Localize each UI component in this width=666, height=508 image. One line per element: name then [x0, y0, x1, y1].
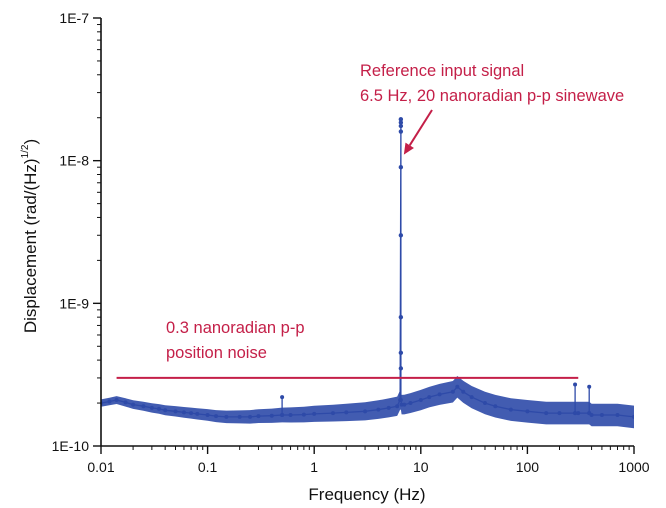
axes: 0.01 0.1 1 10 100 1000 1E-10 1E-9 1E-8 1E-7	[52, 10, 650, 475]
series-point	[280, 412, 285, 417]
y-tick-label: 1E-7	[59, 10, 89, 26]
series-point	[450, 389, 455, 394]
peak-point	[398, 366, 404, 371]
series-point	[376, 407, 381, 412]
series-point	[469, 395, 474, 400]
series-point	[237, 414, 242, 419]
y-axis-label-main: Displacement (rad/(Hz)	[21, 158, 40, 333]
series-point	[114, 398, 119, 403]
series-point	[576, 411, 581, 416]
series-point	[455, 384, 460, 389]
series-point	[123, 400, 128, 405]
series-point	[615, 412, 620, 417]
series-points	[101, 117, 634, 419]
series-point	[214, 414, 219, 419]
series-point	[363, 409, 368, 414]
data-layer	[101, 117, 634, 429]
series-point	[330, 411, 335, 416]
x-ticks: 0.01 0.1 1 10 100 1000	[87, 446, 650, 475]
peak-point	[398, 350, 404, 356]
series-point	[599, 412, 604, 417]
series-point	[632, 414, 634, 419]
series-point	[386, 405, 391, 410]
series-point	[573, 411, 578, 416]
annotations: 0.3 nanoradian p-p position noise Refere…	[166, 62, 624, 362]
series-point	[189, 411, 194, 416]
series-point	[493, 404, 498, 409]
reference-signal-annotation: Reference input signal 6.5 Hz, 20 nanora…	[360, 62, 624, 105]
peak-point	[398, 120, 404, 125]
x-tick-label: 100	[516, 459, 540, 475]
series-point	[587, 384, 592, 389]
series-line	[101, 119, 634, 418]
y-ticks: 1E-10 1E-9 1E-8 1E-7	[52, 10, 101, 454]
x-tick-label: 10	[413, 459, 429, 475]
series-point	[131, 402, 136, 407]
series-point	[408, 401, 413, 406]
reference-arrow-shaft	[408, 109, 433, 146]
series-point	[402, 402, 407, 407]
series-point	[573, 382, 578, 387]
y-axis-label: Displacement (rad/(Hz)1/2)	[20, 139, 40, 333]
y-tick-label: 1E-9	[59, 295, 89, 311]
peak-point	[398, 123, 404, 129]
noise-band	[101, 373, 634, 429]
y-tick-label: 1E-10	[52, 438, 90, 454]
series-point	[344, 410, 349, 415]
series-point	[461, 389, 466, 394]
series-point	[312, 411, 317, 416]
series-point	[195, 411, 200, 416]
series-point	[163, 408, 168, 413]
x-tick-label: 0.01	[87, 459, 114, 475]
series-point	[248, 414, 253, 419]
y-axis-label-superscript: 1/2	[20, 144, 31, 158]
series-point	[301, 412, 306, 417]
series-point	[427, 395, 432, 400]
series-point	[181, 410, 186, 415]
series-point	[280, 395, 285, 400]
series-point	[288, 412, 293, 417]
x-tick-label: 1000	[618, 459, 649, 475]
peak-point	[398, 117, 404, 122]
reference-annotation-line-1: Reference input signal	[360, 62, 524, 80]
series-point	[544, 411, 549, 416]
noise-annotation: 0.3 nanoradian p-p position noise	[166, 319, 309, 362]
peak-point	[398, 233, 404, 238]
series-point	[269, 413, 274, 418]
series-point	[395, 404, 400, 409]
series-point	[149, 405, 154, 410]
noise-annotation-line-1: 0.3 nanoradian p-p	[166, 319, 305, 337]
x-tick-label: 0.1	[198, 459, 218, 475]
peak-point	[398, 164, 404, 170]
series-point	[398, 398, 403, 403]
series-point	[173, 409, 178, 414]
peak-points	[398, 117, 404, 371]
series-point	[482, 401, 487, 406]
series-point	[205, 412, 210, 417]
peak-point	[398, 129, 404, 134]
reference-arrow-head	[403, 142, 414, 155]
series-point	[256, 414, 261, 419]
series-point	[589, 412, 594, 417]
series-point	[141, 404, 146, 409]
noise-annotation-line-2: position noise	[166, 344, 267, 362]
reference-annotation-line-2: 6.5 Hz, 20 nanoradian p-p sinewave	[360, 87, 624, 105]
series-point	[557, 411, 562, 416]
series-point	[437, 392, 442, 397]
series-point	[418, 398, 423, 403]
series-point	[525, 409, 530, 414]
series-point	[107, 399, 112, 404]
y-axis-label-close: )	[21, 139, 40, 145]
x-tick-label: 1	[310, 459, 318, 475]
peak-point	[398, 314, 404, 320]
series-point	[156, 406, 161, 411]
x-axis-label: Frequency (Hz)	[308, 485, 425, 504]
series-point	[224, 414, 229, 419]
series-point	[508, 407, 513, 412]
y-tick-label: 1E-8	[59, 153, 89, 169]
